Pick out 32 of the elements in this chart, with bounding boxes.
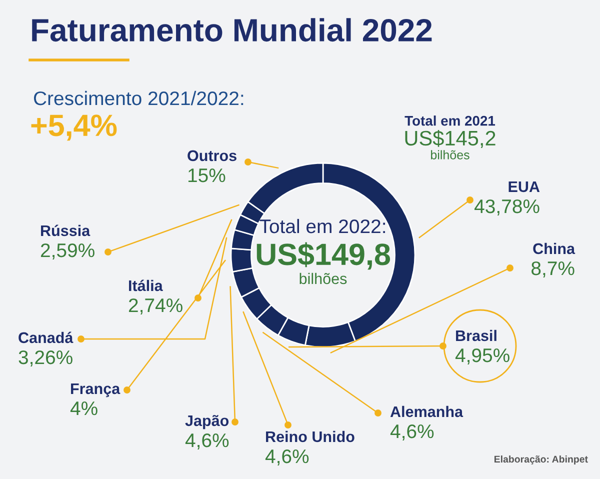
text: Elaboração: Abinpet	[494, 455, 588, 465]
data-label: 15%	[188, 168, 226, 182]
data-label: 4,6%	[390, 424, 434, 441]
slice-label: China	[533, 242, 576, 254]
text: Total em 2022:	[260, 218, 385, 234]
slice-label: Japão	[185, 414, 229, 430]
data-label: 3,26%	[18, 350, 72, 367]
text: bilhões	[431, 150, 470, 160]
slice-label: Rússia	[41, 224, 90, 236]
data-label: 2,74%	[128, 298, 182, 315]
text: Total em 2021	[404, 116, 496, 126]
slice-label: Reino Unido	[266, 430, 354, 442]
data-label: 2,59%	[40, 243, 94, 260]
text: Crescimento 2021/2022:	[34, 90, 244, 106]
data-label: 4,6%	[185, 433, 229, 450]
text: bilhões	[300, 272, 347, 284]
slice-label: EUA	[508, 181, 540, 192]
data-label: 4,95%	[455, 348, 510, 365]
text: US$149,8	[256, 242, 390, 270]
slice-label: Outros	[188, 150, 236, 162]
chart-title: Faturamento Mundial 2022	[32, 18, 432, 42]
slice-label: Alemanha	[390, 406, 464, 418]
data-label: 4%	[70, 402, 98, 416]
slice-label: Brasil	[456, 330, 496, 342]
text: US$145,2	[405, 130, 496, 148]
slice-label: Itália	[129, 280, 163, 292]
data-label: 43,78%	[474, 199, 540, 216]
slice-label: França	[71, 383, 120, 398]
data-label: 8,7%	[532, 261, 574, 278]
slice-label: Canadá	[18, 332, 74, 344]
text: +5,4%	[31, 114, 117, 141]
data-label: 4,6%	[265, 449, 309, 466]
